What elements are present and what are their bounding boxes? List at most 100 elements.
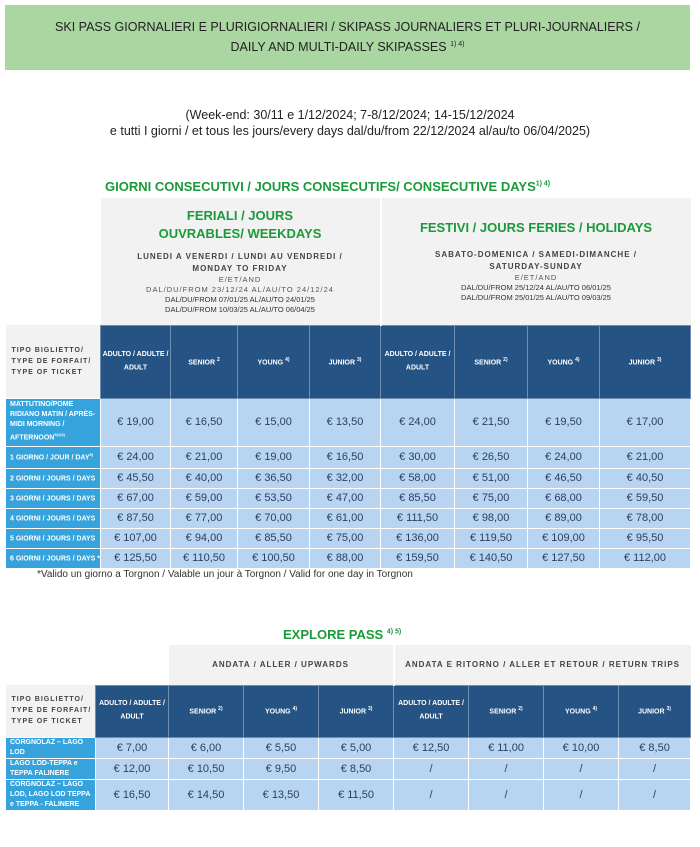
row-label-text: CORGNOLAZ – LAGO LOD, LAGO LOD TEPPA e T… [10, 780, 91, 808]
price-cell: / [618, 778, 692, 811]
price-cell: € 88,00 [309, 547, 381, 569]
validity-dates: (Week-end: 30/11 e 1/12/2024; 7-8/12/202… [0, 107, 700, 139]
column-header: JUNIOR 3) [618, 684, 692, 738]
price-cell: € 21,00 [170, 445, 238, 469]
explore-title-sup: 4) 5) [386, 628, 402, 636]
row-label-text: 3 GIORNI / JOURS / DAYS [10, 495, 96, 503]
column-sup: 4) [285, 356, 290, 363]
price-cell: € 5,50 [243, 736, 319, 759]
price-cell: € 140,50 [454, 547, 528, 569]
table-row: 4 GIORNI / JOURS / DAYS € 87,50 € 77,00 € 7… [5, 507, 692, 529]
column-label: ADULTO / ADULTE / ADULT [398, 700, 464, 721]
price-cell: € 9,50 [243, 757, 319, 780]
consecutive-days-table: FERIALI / JOURS OUVRABLES/ WEEKDAYS LUNE… [5, 198, 692, 569]
column-header: YOUNG 4) [243, 684, 319, 738]
table-row: LAGO LOD-TEPPA e TEPPA FALINERE € 12,00 € … [5, 757, 692, 780]
price-cell: € 24,00 [100, 445, 171, 469]
consecutive-title-sup: 1) 4) [535, 180, 551, 188]
price-cell: € 6,00 [168, 736, 244, 759]
holidays-period-2: DAL/DU/FROM 25/01/25 AL/AU/TO 09/03/25 [461, 293, 611, 303]
table-row: MATTUTINO/POME RIDIANO MATIN / APRÈS-MID… [5, 397, 692, 447]
header-sup: 1) 4) [450, 40, 465, 48]
price-cell: € 32,00 [309, 467, 381, 489]
price-cell: € 85,50 [237, 527, 310, 549]
table-row: 5 GIORNI / JOURS / DAYS € 107,00 € 94,00 € … [5, 527, 692, 549]
header-line-1: SKI PASS GIORNALIERI E PLURIGIORNALIERI … [55, 19, 640, 34]
row-label-sup: 5)1)3) [54, 432, 66, 438]
table-row: 6 GIORNI / JOURS / DAYS * € 125,50 € 110,5… [5, 547, 692, 569]
column-sup: 3) [656, 356, 662, 363]
price-cell: € 119,50 [454, 527, 528, 549]
price-cell: € 17,00 [598, 397, 692, 447]
price-cell: € 40,00 [170, 467, 238, 489]
price-cell: € 78,00 [598, 507, 692, 529]
upwards-header: ANDATA / ALLER / UPWARDS [168, 645, 395, 685]
holidays-period-1: DAL/DU/FROM 25/12/24 AL/AU/TO 06/01/25 [461, 283, 611, 293]
price-cell: € 5,00 [317, 736, 395, 759]
price-cell: € 109,00 [527, 527, 600, 549]
consecutive-title-text: GIORNI CONSECUTIVI / JOURS CONSECUTIFS/ … [105, 179, 536, 194]
price-cell: € 53,50 [237, 487, 310, 509]
price-cell: € 51,00 [454, 467, 528, 489]
column-header: YOUNG 4) [527, 324, 600, 399]
price-cell: € 112,00 [598, 547, 692, 569]
row-label: MATTUTINO/POME RIDIANO MATIN / APRÈS-MID… [5, 397, 101, 447]
price-cell: € 125,50 [100, 547, 171, 569]
column-header: SENIOR 2) [468, 684, 545, 738]
column-label: SENIOR [188, 359, 216, 367]
column-label: YOUNG [564, 708, 591, 716]
price-cell: € 110,50 [170, 547, 238, 569]
dates-line-1: (Week-end: 30/11 e 1/12/2024; 7-8/12/202… [185, 108, 515, 122]
price-cell: € 75,00 [454, 487, 528, 509]
weekdays-period-1: DAL/DU/FROM 23/12/24 AL/AU/TO 24/12/24 [146, 285, 334, 295]
header-line-2-text: DAILY AND MULTI-DAILY SKIPASSES [230, 40, 447, 55]
explore-title-text: EXPLORE PASS [283, 627, 384, 642]
column-header: ADULTO / ADULTE / ADULT [380, 324, 455, 399]
price-cell: € 16,50 [170, 397, 238, 447]
row-label-sup: 5) [89, 452, 94, 458]
price-cell: € 61,00 [309, 507, 381, 529]
column-sup: 2) [518, 706, 523, 713]
price-cell: € 46,50 [527, 467, 600, 489]
weekdays-and: E/ET/AND [218, 275, 262, 285]
weekdays-header: FERIALI / JOURS OUVRABLES/ WEEKDAYS LUNE… [100, 198, 382, 325]
weekdays-period-3: DAL/DU/FROM 10/03/25 AL/AU/TO 06/04/25 [165, 305, 315, 315]
price-cell: € 15,00 [237, 397, 310, 447]
price-cell: / [468, 757, 545, 780]
price-cell: € 127,50 [527, 547, 600, 569]
holidays-title: FESTIVI / JOURS FERIES / HOLIDAYS [419, 220, 653, 236]
price-cell: € 10,50 [168, 757, 244, 780]
price-cell: € 89,00 [527, 507, 600, 529]
row-label-text: 6 GIORNI / JOURS / DAYS * [10, 555, 100, 563]
column-sup: 2 [217, 356, 220, 363]
column-label: JUNIOR [328, 359, 356, 367]
row-label: 6 GIORNI / JOURS / DAYS * [5, 547, 101, 569]
price-cell: € 24,00 [527, 445, 600, 469]
price-cell: € 68,00 [527, 487, 600, 509]
row-label: CORGNOLAZ – LAGO LOD, LAGO LOD TEPPA e T… [5, 778, 96, 811]
column-sup: 2) [218, 706, 223, 713]
holidays-days: SABATO-DOMENICA / SAMEDI-DIMANCHE / SATU… [435, 250, 637, 272]
price-cell: € 75,00 [309, 527, 381, 549]
holidays-and: E/ET/AND [514, 273, 558, 283]
price-cell: € 59,00 [170, 487, 238, 509]
explore-title: EXPLORE PASS 4) 5) [283, 627, 401, 642]
price-cell: € 12,00 [95, 757, 169, 780]
price-cell: € 58,00 [380, 467, 455, 489]
price-cell: € 8,50 [618, 736, 692, 759]
row-label-text: 5 GIORNI / JOURS / DAYS [10, 535, 96, 543]
price-cell: € 159,50 [380, 547, 455, 569]
row-label: 1 GIORNO / JOUR / DAY5) [5, 445, 101, 469]
price-cell: € 7,00 [95, 736, 169, 759]
price-cell: € 8,50 [317, 757, 395, 780]
price-cell: € 100,50 [237, 547, 310, 569]
column-header: SENIOR 2) [168, 684, 244, 738]
price-cell: € 16,50 [95, 778, 169, 811]
row-label-text: LAGO LOD-TEPPA e TEPPA FALINERE [10, 759, 78, 777]
weekdays-days: LUNEDI A VENERDI / LUNDI AU VENDREDI / M… [137, 252, 343, 274]
column-sup: 4) [292, 706, 298, 713]
price-cell: € 40,50 [598, 467, 692, 489]
price-cell: € 95,50 [598, 527, 692, 549]
ticket-type-header: TIPO BIGLIETTO/ TYPE DE FORFAIT/ TYPE OF… [5, 325, 101, 398]
column-label: ADULTO / ADULTE / ADULT [99, 700, 165, 721]
